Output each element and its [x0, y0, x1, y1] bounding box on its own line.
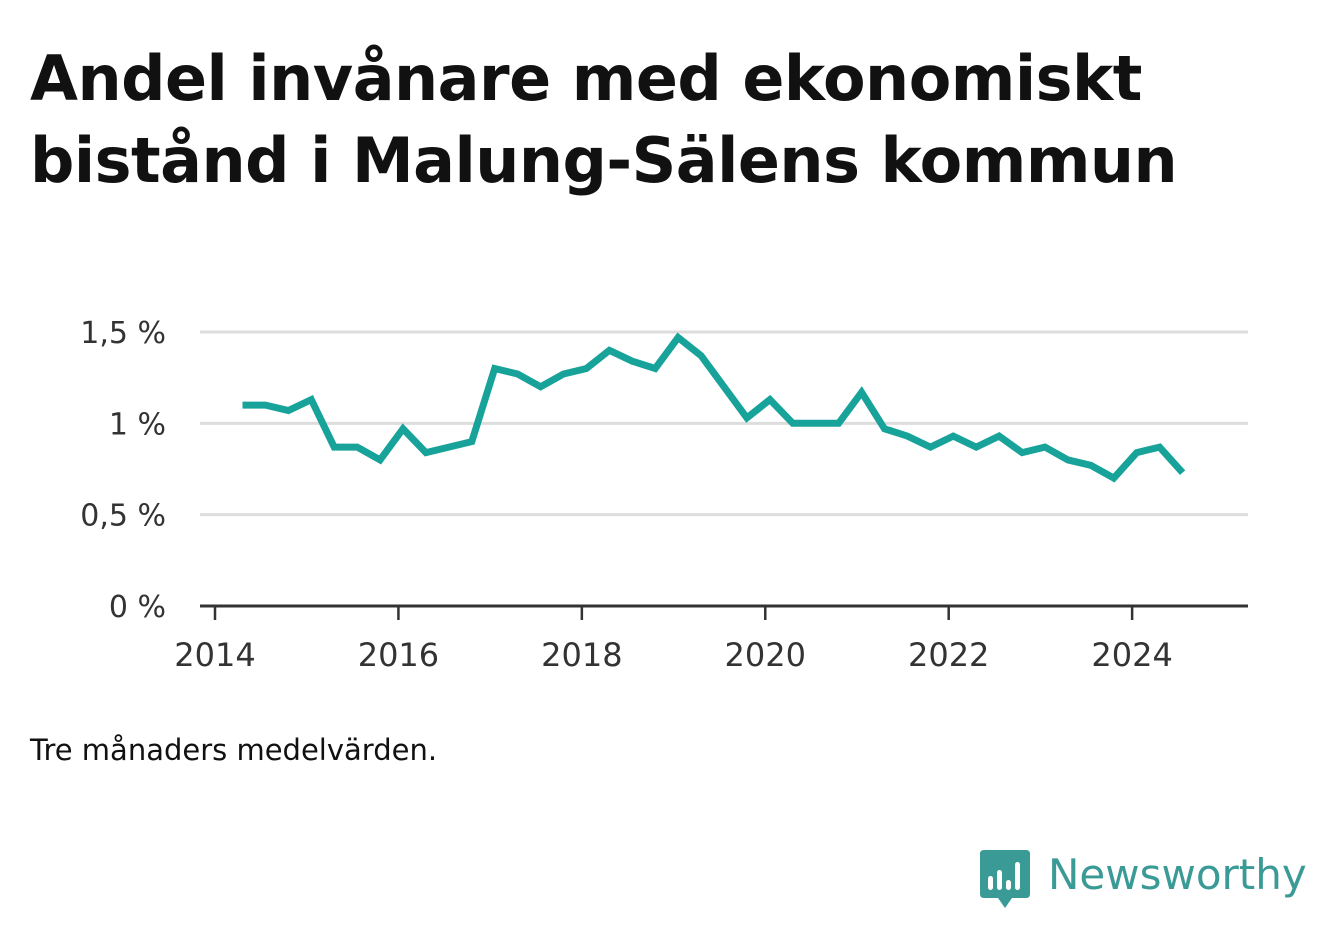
y-axis-ticks: 0 % 0,5 % 1 % 1,5 %: [80, 316, 166, 625]
y-tick-label: 0 %: [109, 590, 166, 625]
brand-name: Newsworthy: [1048, 850, 1307, 899]
series-layer: [242, 332, 1186, 483]
chart-note: Tre månaders medelvärden.: [30, 733, 438, 767]
series-line: [242, 332, 1186, 483]
x-tick-label: 2022: [908, 636, 989, 674]
x-axis: 2014 2016 2018 2020 2022 2024: [174, 604, 1248, 674]
y-tick-label: 1 %: [109, 407, 166, 442]
line-chart: 0 % 0,5 % 1 % 1,5 % 2014 2016 2018 2020 2022 202…: [80, 316, 1248, 674]
bar-chart-bubble-icon: [980, 850, 1030, 908]
y-tick-label: 1,5 %: [80, 316, 166, 351]
x-tick-label: 2024: [1091, 636, 1172, 674]
chart-title: Andel invånare med ekonomiskt bistånd i …: [30, 42, 1178, 197]
x-tick-label: 2016: [358, 636, 439, 674]
x-tick-label: 2014: [174, 636, 255, 674]
y-tick-label: 0,5 %: [80, 499, 166, 534]
x-tick-label: 2018: [541, 636, 622, 674]
x-tick-label: 2020: [725, 636, 806, 674]
gridlines: [200, 330, 1248, 517]
